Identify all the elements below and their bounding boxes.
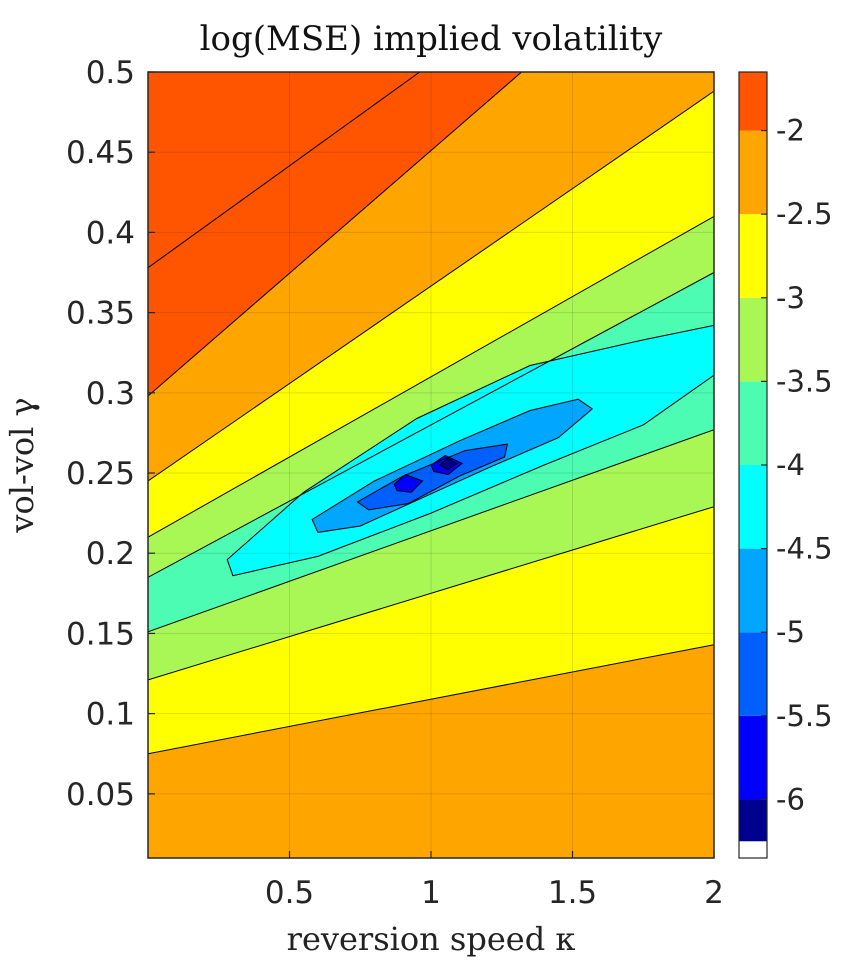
chart-title: log(MSE) implied volatility <box>200 19 663 59</box>
x-tick-label: 2 <box>704 875 724 911</box>
y-tick-label: 0.3 <box>86 376 135 412</box>
contour-line <box>148 72 420 269</box>
colorbar-tick-label: -5 <box>776 615 805 649</box>
contour-line <box>356 443 509 511</box>
colorbar-segment <box>739 548 767 633</box>
contour-line <box>148 215 714 538</box>
colorbar-segment <box>739 381 767 465</box>
contour-line <box>430 454 464 476</box>
colorbar-tick-label: -2 <box>776 114 805 148</box>
y-tick-label: 0.35 <box>66 296 135 332</box>
contour-line <box>311 398 594 533</box>
y-tick-label: 0.05 <box>66 777 135 813</box>
x-tick-label: 0.5 <box>265 875 314 911</box>
contour-band <box>357 444 508 510</box>
x-axis-label: reversion speed κ <box>287 920 576 958</box>
colorbar-tick-label: -6 <box>776 782 805 816</box>
colorbar-tick-label: -5.5 <box>776 699 833 733</box>
y-tick-label: 0.4 <box>86 215 135 251</box>
contour-line <box>148 72 522 397</box>
colorbar-segment <box>739 465 767 549</box>
y-tick-label: 0.5 <box>86 55 135 91</box>
contour-line <box>438 458 458 471</box>
grid <box>148 72 714 858</box>
contour-line <box>148 644 714 755</box>
y-axis-label: vol-vol γ <box>3 397 41 533</box>
y-tick-label: 0.1 <box>86 697 135 733</box>
colorbar-segment <box>739 130 767 215</box>
colorbar-segment <box>739 632 767 716</box>
contour-line <box>148 429 714 633</box>
colorbar-segment <box>739 715 767 800</box>
y-tick-label: 0.45 <box>66 135 135 171</box>
y-tick-label: 0.2 <box>86 536 135 572</box>
contour-line <box>393 474 424 493</box>
colorbar-tick-label: -4 <box>776 448 805 482</box>
x-tick-label: 1.5 <box>548 875 597 911</box>
contour-lines <box>148 72 714 755</box>
y-axis-ticks: 0.05 0.1 0.15 0.2 0.25 0.3 0.35 0.4 0.45 0.5 <box>66 55 155 813</box>
contour-line <box>148 90 714 482</box>
contour-line <box>148 506 714 681</box>
colorbar-segment <box>739 799 767 842</box>
contour-line <box>226 324 714 577</box>
colorbar-tick-label: -2.5 <box>776 197 833 231</box>
colorbar-tick-label: -3 <box>776 281 805 315</box>
colorbar-segment <box>739 72 767 131</box>
colorbar-segment <box>739 214 767 298</box>
plot-area <box>147 71 715 859</box>
y-tick-label: 0.15 <box>66 616 135 652</box>
colorbar-tick-label: -4.5 <box>776 532 833 566</box>
x-axis-ticks: 0.5 1 1.5 2 <box>265 851 724 911</box>
x-tick-label: 1 <box>421 875 441 911</box>
colorbar-segment <box>739 297 767 382</box>
contour-line <box>148 272 714 578</box>
y-tick-label: 0.25 <box>66 456 135 492</box>
colorbar-tick-label: -3.5 <box>776 364 833 398</box>
colorbar: -6 -5.5 -5 -4.5 -4 -3.5 -3 -2.5 -2 <box>738 71 833 859</box>
